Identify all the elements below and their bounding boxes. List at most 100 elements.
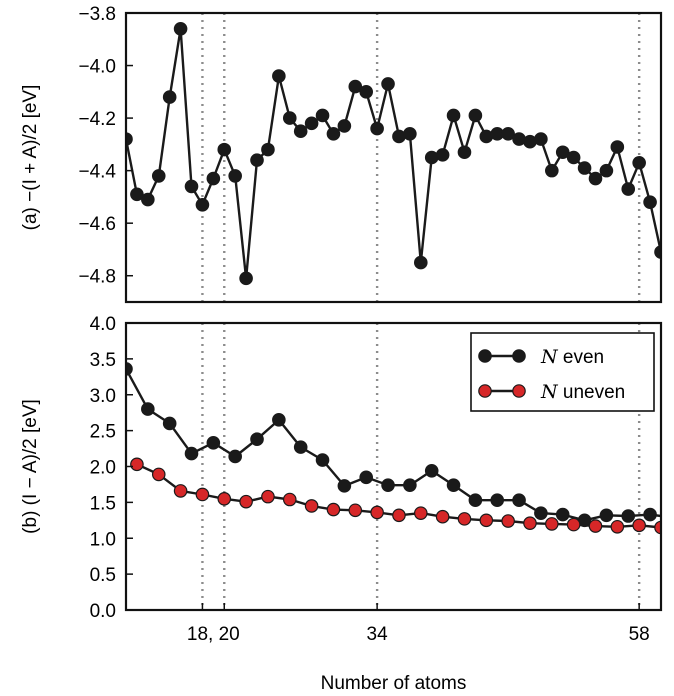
data-point: [173, 484, 188, 498]
data-point: [282, 492, 297, 507]
series-line-0: [126, 27, 661, 280]
data-point: [326, 127, 341, 141]
data-point: [643, 195, 657, 209]
data-point: [468, 108, 483, 123]
data-point: [250, 432, 264, 447]
panel-b-reference-lines: [201, 323, 641, 610]
data-point: [239, 271, 253, 286]
panel-a: −3.8 −4.0 −4.2 −4.4 −4.6 −4.8 (a) −(I + A)/2 …: [20, 4, 663, 304]
y-tick-label: 2.5: [90, 422, 116, 443]
y-tick-label: −4.0: [78, 57, 116, 78]
data-point: [632, 518, 646, 533]
y-tick-label: 4.0: [90, 314, 116, 335]
data-point: [610, 519, 625, 534]
data-point: [457, 145, 472, 160]
data-point: [610, 140, 625, 154]
data-point: [272, 413, 286, 427]
data-point: [599, 163, 614, 178]
legend-marker: [478, 349, 492, 363]
data-point: [534, 132, 548, 146]
legend-label: N uneven: [540, 381, 625, 403]
data-point: [643, 507, 657, 522]
data-point: [534, 506, 548, 520]
data-point: [632, 155, 646, 170]
data-point: [261, 489, 275, 504]
data-point: [381, 478, 395, 492]
data-point: [250, 153, 264, 167]
data-point: [206, 171, 221, 186]
data-point: [348, 503, 363, 518]
data-point: [621, 182, 636, 196]
legend-marker: [512, 349, 526, 363]
x-tick-label: 18, 20: [187, 624, 240, 645]
panel-a-y-ticks: −3.8 −4.0 −4.2 −4.4 −4.6 −4.8: [78, 4, 133, 288]
data-point: [315, 108, 330, 123]
y-tick-label: 1.0: [90, 529, 116, 550]
data-point: [588, 171, 603, 186]
y-tick-label: 2.0: [90, 458, 116, 479]
y-tick-label: 3.5: [90, 350, 116, 371]
y-tick-label: 0.0: [90, 601, 116, 622]
data-point: [370, 505, 384, 520]
data-point: [304, 116, 319, 131]
y-tick-label: −4.4: [78, 162, 116, 183]
data-point: [217, 142, 232, 157]
data-point: [217, 491, 232, 506]
data-point: [261, 142, 275, 157]
data-point: [490, 493, 505, 508]
data-point: [173, 21, 188, 36]
data-point: [141, 192, 155, 207]
data-point: [435, 509, 450, 524]
data-point: [566, 517, 581, 532]
y-tick-label: −4.2: [78, 109, 116, 130]
data-point: [501, 127, 515, 141]
panel-a-y-axis-label: (a) −(I + A)/2 [eV]: [20, 85, 41, 231]
data-point: [315, 453, 330, 467]
data-point: [545, 517, 559, 531]
data-point: [523, 516, 537, 530]
data-point: [228, 169, 242, 183]
data-point: [512, 493, 526, 508]
panel-b-series: [126, 362, 674, 535]
data-point: [141, 402, 155, 416]
data-point: [392, 508, 406, 523]
data-point: [621, 509, 636, 523]
data-point: [468, 493, 483, 508]
legend: N even N uneven: [470, 332, 655, 412]
data-point: [162, 90, 177, 104]
data-point: [184, 446, 199, 461]
legend-marker: [478, 384, 492, 398]
data-point: [348, 79, 363, 94]
panel-b-x-ticks: 18, 20 34 58: [187, 603, 650, 645]
data-point: [545, 163, 559, 178]
data-point: [195, 197, 210, 212]
x-axis-label: Number of atoms: [321, 673, 467, 694]
data-point: [337, 119, 352, 133]
data-point: [435, 148, 450, 162]
data-point: [479, 513, 494, 528]
data-point: [446, 478, 461, 492]
data-point: [326, 502, 341, 517]
data-point: [370, 121, 384, 136]
data-point: [195, 487, 210, 502]
data-point: [577, 161, 592, 175]
data-point: [162, 416, 177, 431]
data-point: [381, 77, 395, 91]
data-point: [424, 464, 439, 478]
legend-box: [470, 332, 655, 412]
y-tick-label: −4.8: [78, 267, 116, 288]
data-point: [239, 494, 253, 509]
data-point: [206, 436, 221, 450]
data-point: [359, 470, 374, 485]
y-tick-label: 0.5: [90, 565, 116, 586]
data-point: [293, 440, 308, 454]
y-tick-label: 1.5: [90, 493, 116, 514]
panel-b-y-axis-label: (b) (I − A)/2 [eV]: [20, 399, 41, 534]
x-tick-label: 58: [629, 624, 650, 645]
data-point: [566, 150, 581, 165]
data-point: [403, 478, 417, 492]
data-point: [282, 111, 297, 125]
data-point: [666, 511, 674, 523]
data-point: [403, 127, 417, 141]
data-point: [588, 519, 603, 533]
